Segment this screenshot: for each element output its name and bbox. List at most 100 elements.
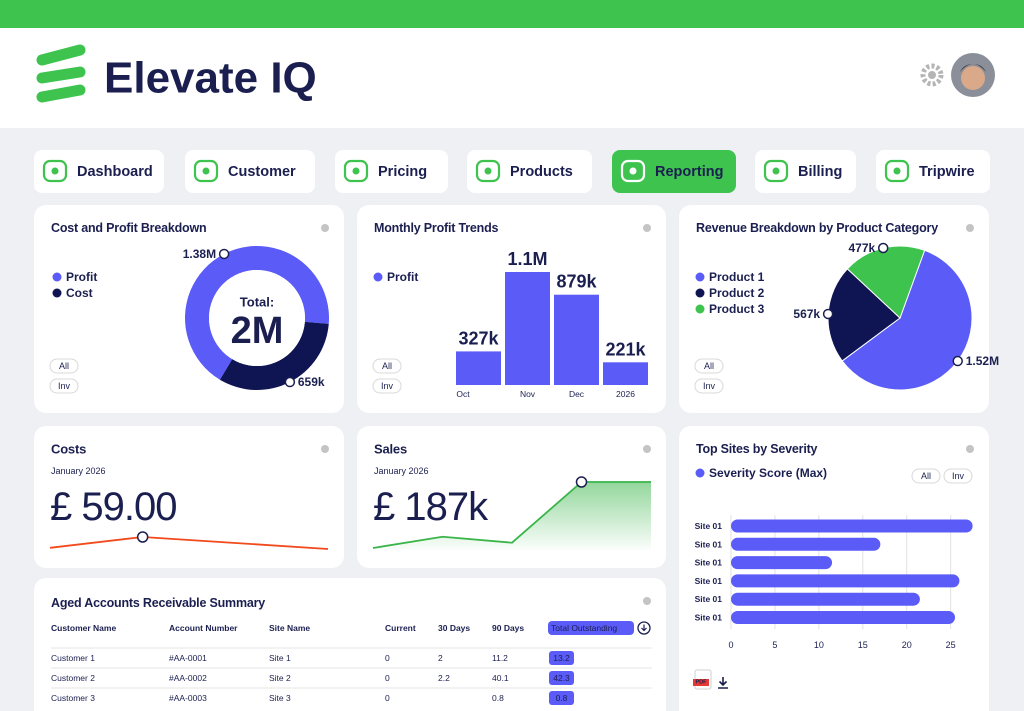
nav-label[interactable]: Customer xyxy=(228,164,296,180)
filter-button[interactable] xyxy=(372,358,402,374)
header-pill[interactable] xyxy=(548,621,634,635)
filter-label[interactable]: All xyxy=(704,361,714,371)
donut-segment xyxy=(219,321,329,390)
filter-label[interactable]: Inv xyxy=(381,381,394,391)
card-menu-dot[interactable] xyxy=(321,224,329,232)
logo-stroke xyxy=(36,44,86,66)
nav-button-bg[interactable] xyxy=(185,150,315,193)
card-title: Aged Accounts Receivable Summary xyxy=(51,596,265,610)
nav-icon-dot[interactable] xyxy=(629,167,637,175)
x-tick-label: 5 xyxy=(772,640,777,650)
filter-button[interactable] xyxy=(372,378,402,394)
filter-button[interactable] xyxy=(694,378,724,394)
nav-button[interactable]: Products xyxy=(467,150,592,193)
card-menu-dot[interactable] xyxy=(966,445,974,453)
x-tick-label: 15 xyxy=(858,640,868,650)
export-pdf[interactable]: PDF xyxy=(693,669,728,690)
nav-button[interactable]: Customer xyxy=(185,150,315,193)
nav-button-bg[interactable] xyxy=(612,150,736,193)
card-menu-dot[interactable] xyxy=(643,224,651,232)
filter-label[interactable]: All xyxy=(382,361,392,371)
nav-label[interactable]: Reporting xyxy=(655,164,723,180)
card-menu-dot[interactable] xyxy=(966,224,974,232)
nav-button[interactable]: Reporting xyxy=(612,150,736,193)
filter-button[interactable] xyxy=(943,468,973,484)
nav-label[interactable]: Pricing xyxy=(378,164,427,180)
filter-label[interactable]: All xyxy=(921,471,931,481)
settings-icon[interactable] xyxy=(920,63,944,87)
value-pill xyxy=(549,691,574,705)
value-pill xyxy=(549,651,574,665)
kpi-value: £ 187k xyxy=(373,485,489,529)
legend-label: Product 1 xyxy=(709,270,765,284)
nav-icon[interactable] xyxy=(763,159,789,183)
download-arrow[interactable] xyxy=(641,624,647,632)
card-menu-dot[interactable] xyxy=(643,597,651,605)
nav-button[interactable]: Tripwire xyxy=(876,150,990,193)
card-menu-dot[interactable] xyxy=(643,445,651,453)
filter-button[interactable] xyxy=(911,468,941,484)
nav-button-bg[interactable] xyxy=(467,150,592,193)
pie-slice xyxy=(846,245,926,319)
card-bg xyxy=(34,426,344,568)
filter-button[interactable] xyxy=(49,378,79,394)
column-header: Account Number xyxy=(169,623,238,633)
download-icon[interactable] xyxy=(718,677,728,689)
table-cell: 0.8 xyxy=(556,693,568,703)
nav-icon-dot[interactable] xyxy=(772,167,780,175)
filter-button[interactable] xyxy=(49,358,79,374)
value-label: 879k xyxy=(556,272,597,292)
nav-icon[interactable] xyxy=(42,159,68,183)
value-label: 1.38M xyxy=(183,247,216,261)
nav-icon[interactable] xyxy=(884,159,910,183)
total-value: 2M xyxy=(231,310,284,352)
x-tick-label: Dec xyxy=(569,389,585,399)
x-tick-label: Oct xyxy=(456,389,470,399)
nav-label[interactable]: Dashboard xyxy=(77,164,153,180)
filter-label[interactable]: All xyxy=(59,361,69,371)
pdf-badge[interactable] xyxy=(693,679,709,686)
y-tick-label: Site 01 xyxy=(695,521,723,531)
avatar[interactable] xyxy=(951,53,995,97)
avatar-face[interactable] xyxy=(961,66,985,90)
nav-button-bg[interactable] xyxy=(34,150,164,193)
card-menu-dot[interactable] xyxy=(321,445,329,453)
nav-icon[interactable] xyxy=(475,159,501,183)
table-cell: Customer 2 xyxy=(51,673,95,683)
gear[interactable] xyxy=(920,63,944,87)
avatar-hair[interactable] xyxy=(960,64,986,72)
nav-label[interactable]: Billing xyxy=(798,164,842,180)
filter-label[interactable]: Inv xyxy=(952,471,965,481)
nav-button[interactable]: Billing xyxy=(755,150,856,193)
nav-icon-dot[interactable] xyxy=(202,167,210,175)
bar xyxy=(603,362,648,385)
nav-button[interactable]: Pricing xyxy=(335,150,448,193)
x-tick-label: 20 xyxy=(902,640,912,650)
nav-icon[interactable] xyxy=(343,159,369,183)
bar xyxy=(505,272,550,385)
column-header: Site Name xyxy=(269,623,310,633)
table-cell: #AA-0002 xyxy=(169,673,207,683)
filter-label[interactable]: Inv xyxy=(703,381,716,391)
nav-icon[interactable] xyxy=(620,159,646,183)
download-button[interactable] xyxy=(637,621,651,635)
nav-icon-dot[interactable] xyxy=(51,167,59,175)
nav-icon-dot[interactable] xyxy=(893,167,901,175)
area xyxy=(373,482,651,550)
top-bar xyxy=(0,0,1024,28)
nav: Dashboard Customer Pricing Products Reportin… xyxy=(34,150,990,193)
nav-icon-dot[interactable] xyxy=(484,167,492,175)
label-marker xyxy=(952,355,963,367)
filter-button[interactable] xyxy=(694,358,724,374)
table-cell: 13.2 xyxy=(553,653,570,663)
nav-label[interactable]: Products xyxy=(510,164,573,180)
pdf-label[interactable]: PDF xyxy=(696,680,708,686)
gear-hub[interactable] xyxy=(928,71,936,79)
column-header[interactable]: Total Outstanding xyxy=(551,623,617,633)
filter-label[interactable]: Inv xyxy=(58,381,71,391)
nav-icon-dot[interactable] xyxy=(352,167,360,175)
nav-icon[interactable] xyxy=(193,159,219,183)
nav-label[interactable]: Tripwire xyxy=(919,164,975,180)
card: Costs January 2026 £ 59.00 xyxy=(34,426,344,568)
nav-button[interactable]: Dashboard xyxy=(34,150,164,193)
